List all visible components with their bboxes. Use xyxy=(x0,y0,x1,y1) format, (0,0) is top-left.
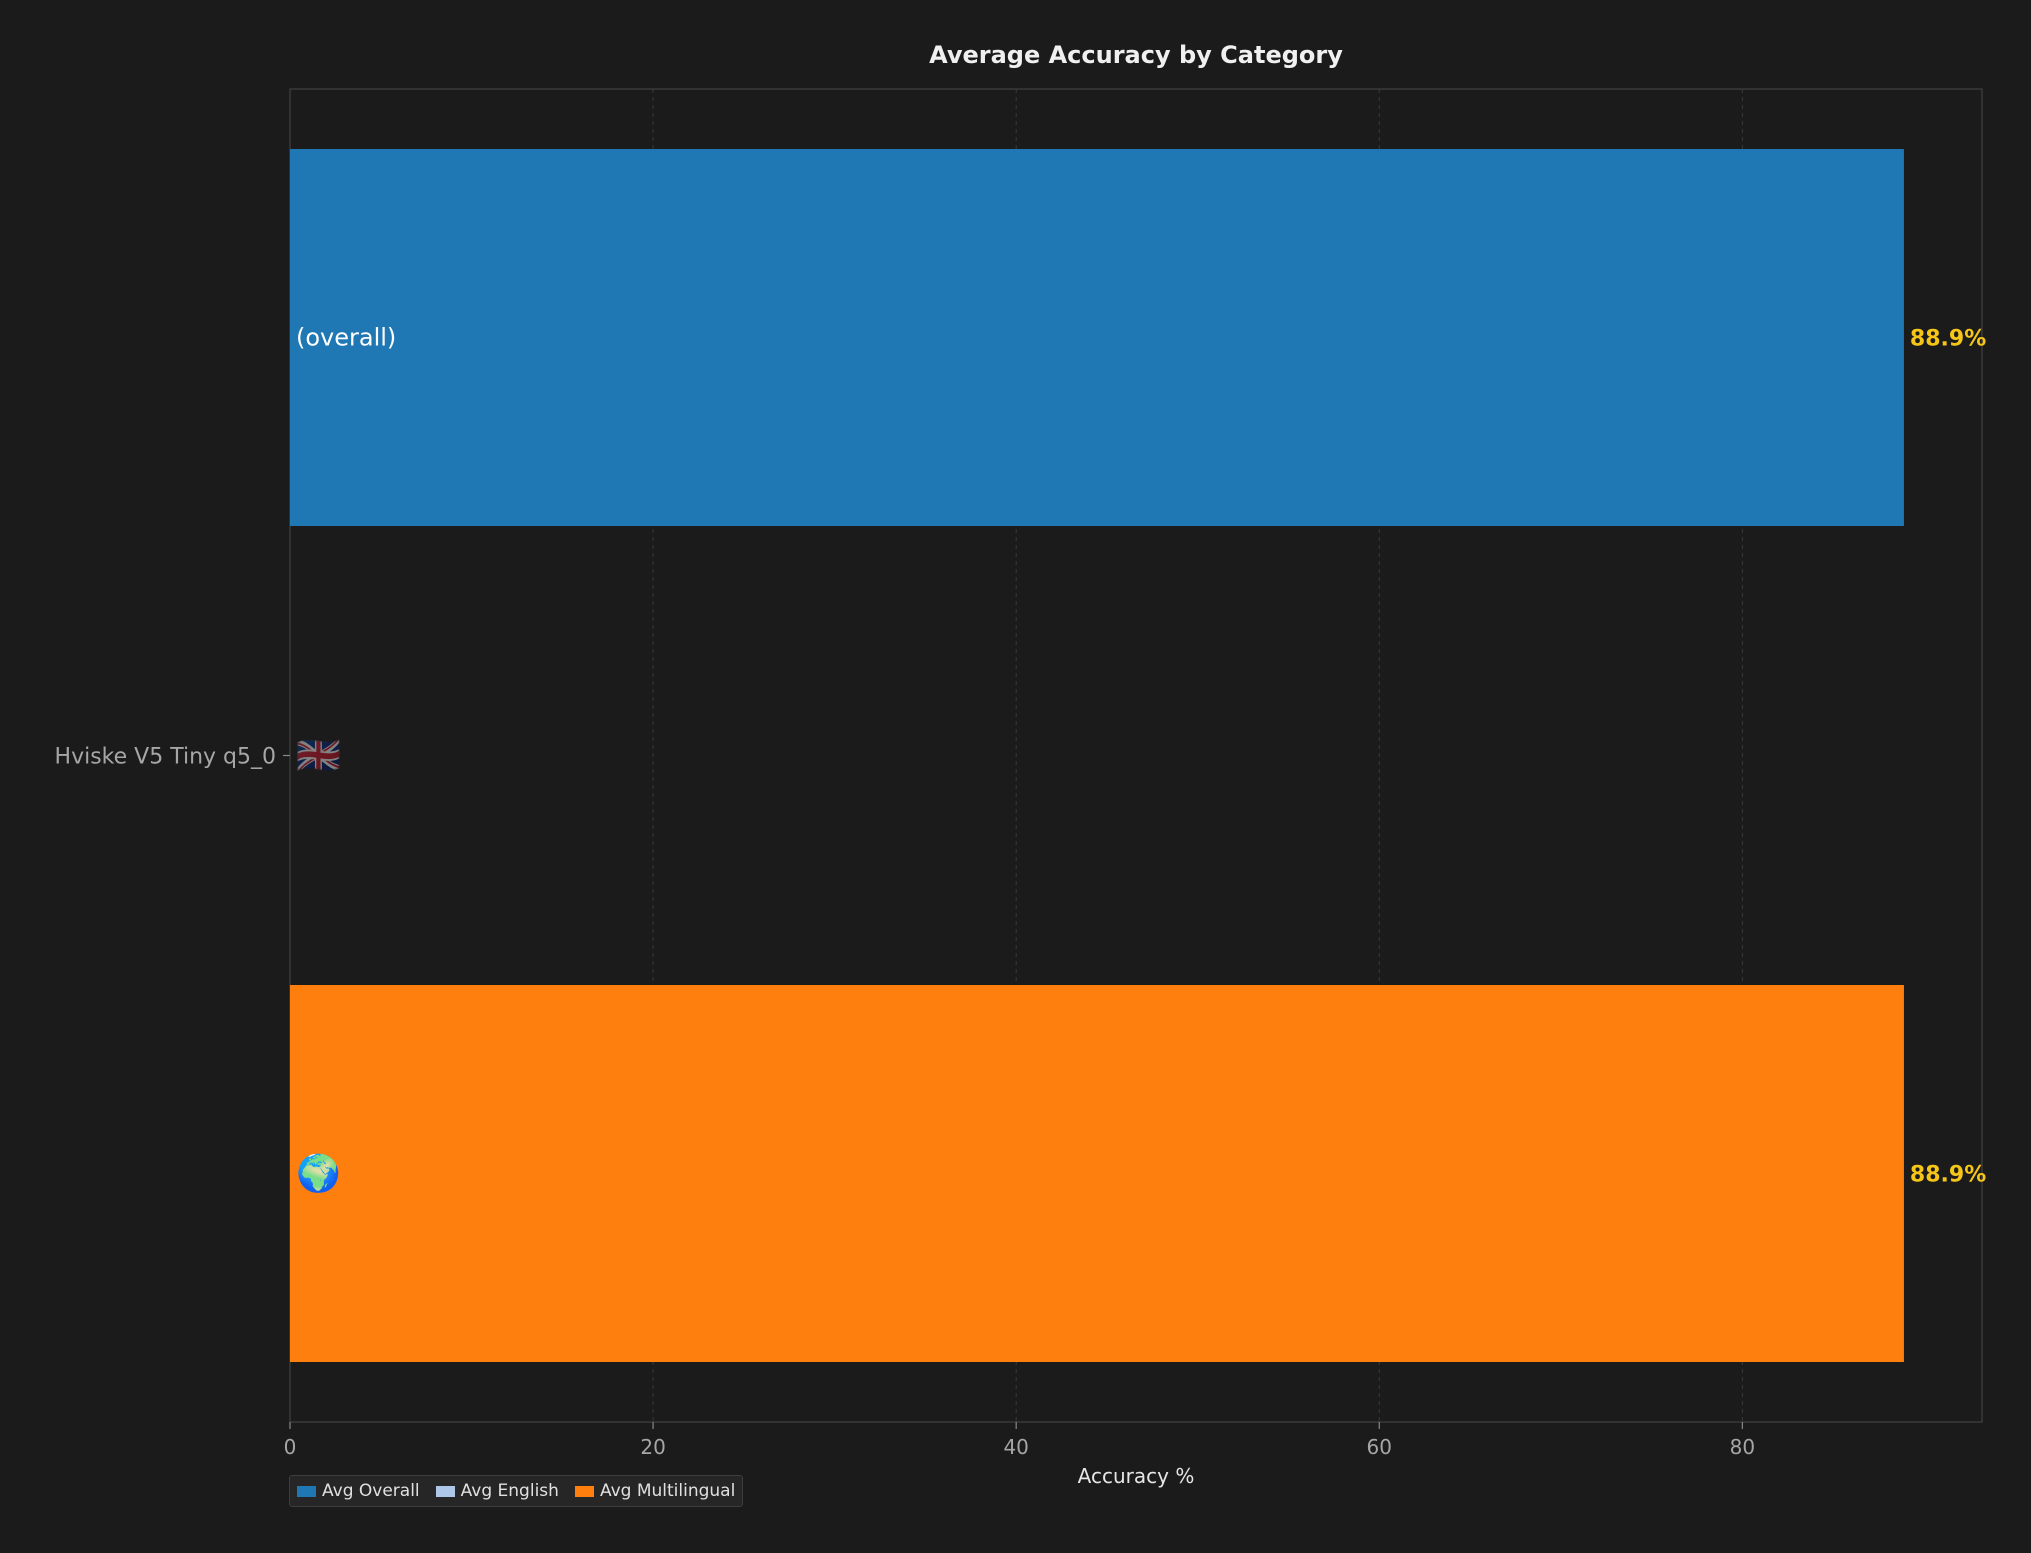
bar-avg-multilingual xyxy=(290,985,1904,1362)
x-axis-label: Accuracy % xyxy=(1078,1464,1195,1488)
legend-item-0: Avg Overall xyxy=(297,1481,420,1501)
x-tick-label-1: 20 xyxy=(640,1435,665,1459)
bar-inner-label-1: 🇬🇧 xyxy=(296,736,341,777)
y-ticks: Hviske V5 Tiny q5_0 xyxy=(55,745,290,770)
legend-swatch-0 xyxy=(297,1485,316,1497)
legend-label-1: Avg English xyxy=(460,1481,559,1501)
legend-swatch-1 xyxy=(435,1485,455,1497)
legend-item-2: Avg Multilingual xyxy=(574,1481,736,1501)
value-label-2: 88.9% xyxy=(1910,1163,1986,1188)
legend-item-1: Avg English xyxy=(435,1481,559,1501)
bar-inner-label-0: (overall) xyxy=(296,324,396,352)
y-tick-label-0: Hviske V5 Tiny q5_0 xyxy=(55,745,276,770)
legend-label-2: Avg Multilingual xyxy=(599,1481,736,1501)
legend-swatch-2 xyxy=(574,1485,594,1497)
legend-label-0: Avg Overall xyxy=(322,1481,420,1501)
x-tick-label-4: 80 xyxy=(1730,1435,1755,1459)
chart-title: Average Accuracy by Category xyxy=(929,41,1343,69)
bars xyxy=(290,149,1904,1362)
value-labels: 88.9% 88.9% xyxy=(1910,327,1986,1188)
grid xyxy=(652,89,1743,1422)
x-tick-label-3: 60 xyxy=(1367,1435,1392,1459)
legend: Avg Overall Avg English Avg Multilingual xyxy=(289,1475,744,1507)
x-tick-label-0: 0 xyxy=(284,1435,297,1459)
bar-labels: (overall) 🇬🇧 🌍 xyxy=(296,324,396,1195)
x-ticks: 0 20 40 60 80 xyxy=(284,1422,1755,1459)
x-tick-label-2: 40 xyxy=(1003,1435,1028,1459)
value-label-0: 88.9% xyxy=(1910,327,1986,352)
bar-avg-overall xyxy=(290,149,1904,526)
bar-inner-label-2: 🌍 xyxy=(296,1153,341,1195)
